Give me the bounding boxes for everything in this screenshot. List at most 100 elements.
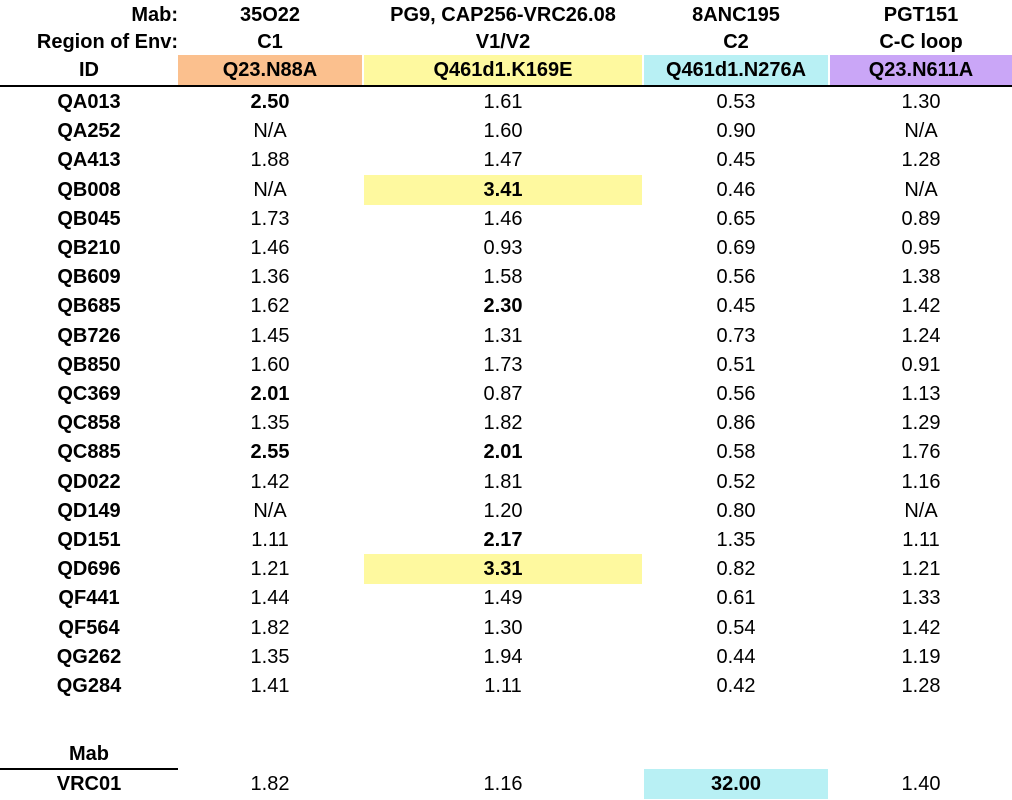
sample-id: QA252 (57, 120, 121, 143)
value-cell: N/A (904, 178, 938, 201)
id-header-label: ID (79, 59, 99, 81)
table-row: QB210 1.46 0.93 0.69 0.95 (0, 233, 1012, 263)
value-cell: 0.65 (716, 207, 756, 230)
value-cell: 1.13 (901, 383, 941, 405)
column-mutant-3: Q461d1.N276A (644, 55, 828, 85)
value-cell: 1.20 (483, 499, 523, 522)
table-row: QC885 2.55 2.01 0.58 1.76 (0, 437, 1012, 467)
value-cell: 1.16 (901, 470, 941, 493)
value-cell: 1.11 (484, 675, 522, 697)
sample-id: QG284 (56, 675, 122, 697)
value-cell: 0.56 (716, 383, 756, 405)
column-region-4: C-C loop (879, 31, 963, 53)
control-mab-label: Mab (69, 743, 109, 765)
value-cell: 2.17 (483, 529, 523, 551)
value-cell: 1.11 (251, 529, 289, 551)
value-cell: N/A (253, 120, 287, 143)
value-cell: N/A (253, 178, 287, 201)
value-cell: 1.81 (483, 470, 523, 493)
value-cell: 1.73 (483, 353, 523, 376)
value-cell: 1.40 (901, 773, 941, 795)
value-cell: 0.46 (716, 178, 756, 201)
table-row: QC369 2.01 0.87 0.56 1.13 (0, 379, 1012, 409)
value-cell: N/A (904, 499, 938, 522)
table-row: QD149 N/A 1.20 0.80 N/A (0, 496, 1012, 526)
region-header-label: Region of Env: (36, 31, 178, 53)
value-cell: 0.61 (716, 587, 756, 610)
value-cell: 1.82 (250, 773, 290, 795)
value-cell: N/A (904, 120, 938, 143)
value-cell: 0.54 (716, 616, 756, 639)
table-row: QB850 1.60 1.73 0.51 0.91 (0, 350, 1012, 380)
value-cell: 1.45 (250, 324, 290, 347)
value-cell: 0.80 (716, 499, 756, 522)
control-header-row: Mab (0, 739, 1012, 769)
table-row: QD022 1.42 1.81 0.52 1.16 (0, 467, 1012, 497)
sample-id: QC369 (57, 383, 121, 405)
sample-id: QA013 (57, 91, 121, 113)
value-cell: 0.56 (716, 266, 756, 289)
table-row: QB008 N/A 3.41 0.46 N/A (0, 174, 1012, 205)
value-cell: 1.28 (901, 149, 941, 172)
value-cell: 1.35 (250, 645, 290, 668)
table-row: QA413 1.88 1.47 0.45 1.28 (0, 145, 1012, 175)
value-cell: 1.16 (483, 773, 523, 795)
value-cell: 1.82 (483, 412, 523, 435)
value-cell: 2.55 (250, 441, 290, 464)
table-row: QD151 1.11 2.17 1.35 1.11 (0, 525, 1012, 555)
control-divider (0, 768, 178, 770)
value-cell: 1.35 (716, 529, 756, 551)
column-mab-2: PG9, CAP256-VRC26.08 (390, 4, 616, 26)
sample-id: QB685 (57, 295, 121, 318)
value-cell: 1.60 (483, 120, 523, 143)
value-cell: 1.44 (250, 587, 290, 610)
value-cell: 1.11 (902, 529, 940, 551)
header-mab-row: Mab: 35O22 PG9, CAP256-VRC26.08 8ANC195 … (0, 0, 1012, 30)
table-row: QG262 1.35 1.94 0.44 1.19 (0, 642, 1012, 672)
value-cell: 1.82 (250, 616, 290, 639)
sample-id: QC858 (57, 412, 121, 435)
column-mab-1: 35O22 (239, 4, 301, 26)
sample-id: QD151 (57, 529, 121, 551)
value-cell: 3.41 (364, 174, 642, 205)
value-cell: 0.53 (716, 91, 756, 113)
table-row: QB685 1.62 2.30 0.45 1.42 (0, 291, 1012, 321)
column-region-2: V1/V2 (475, 31, 531, 53)
value-cell: 1.88 (250, 149, 290, 172)
column-mab-4: PGT151 (883, 4, 959, 26)
sample-id: VRC01 (56, 773, 122, 795)
value-cell: 0.51 (716, 353, 756, 376)
value-cell: 1.42 (250, 470, 290, 493)
table-row: QD696 1.21 3.31 0.82 1.21 (0, 554, 1012, 585)
value-cell: 0.91 (901, 353, 941, 376)
value-cell: 0.58 (716, 441, 756, 464)
sample-id: QF564 (58, 616, 120, 639)
value-cell: 0.93 (483, 237, 523, 259)
value-cell: 1.24 (901, 324, 941, 347)
column-mutant-4: Q23.N611A (830, 55, 1012, 85)
value-cell: 0.69 (716, 237, 756, 259)
value-cell: 0.89 (901, 207, 941, 230)
value-cell: 1.73 (250, 207, 290, 230)
sample-id: QB850 (57, 353, 121, 376)
value-cell: 2.50 (250, 91, 290, 113)
sample-id: QG262 (56, 645, 122, 668)
value-cell: 1.47 (483, 149, 523, 172)
value-cell: 2.30 (483, 295, 523, 318)
sample-id: QF441 (58, 587, 120, 610)
value-cell: 0.87 (483, 383, 523, 405)
mab-header-label: Mab: (131, 4, 178, 26)
header-divider (0, 85, 1012, 87)
table-row: QB609 1.36 1.58 0.56 1.38 (0, 262, 1012, 292)
sample-id: QA413 (57, 149, 121, 172)
value-cell: 1.21 (250, 558, 290, 581)
value-cell: 1.46 (250, 237, 290, 259)
value-cell: 0.45 (716, 295, 756, 318)
value-cell: 1.30 (483, 616, 523, 639)
value-cell: 1.42 (901, 295, 941, 318)
table-row: QA013 2.50 1.61 0.53 1.30 (0, 87, 1012, 117)
table-row: QF441 1.44 1.49 0.61 1.33 (0, 583, 1012, 613)
sample-id: QC885 (57, 441, 121, 464)
table-row: QC858 1.35 1.82 0.86 1.29 (0, 408, 1012, 438)
